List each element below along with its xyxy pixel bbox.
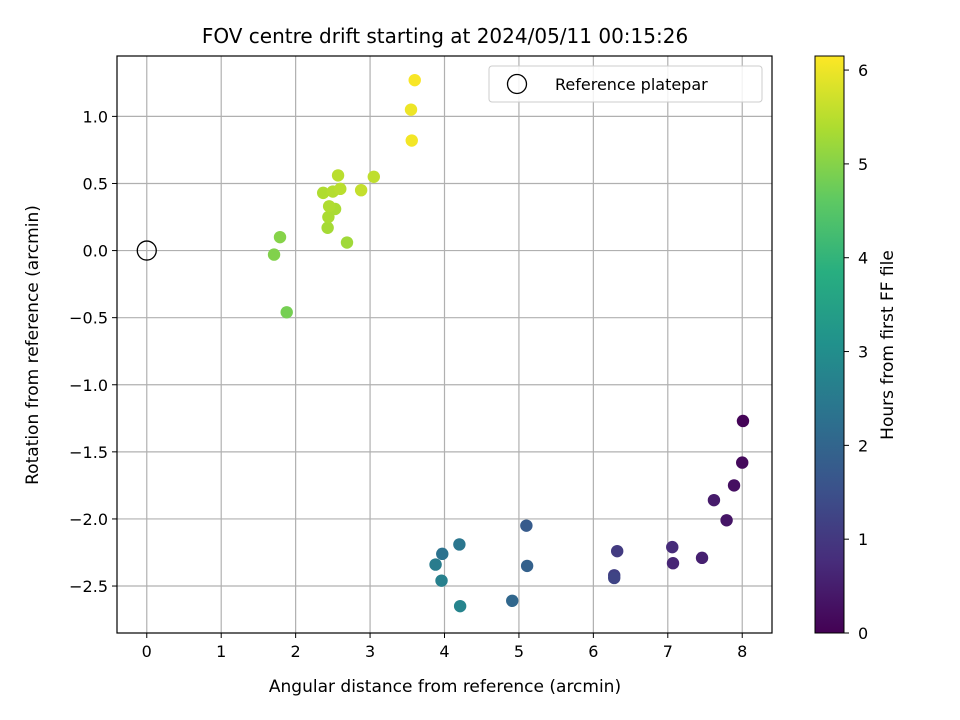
data-point — [736, 456, 749, 469]
data-point — [720, 514, 733, 527]
data-point — [429, 558, 442, 571]
x-tick-label: 0 — [142, 642, 152, 661]
data-point — [405, 134, 418, 147]
x-axis-label: Angular distance from reference (arcmin) — [269, 677, 621, 697]
colorbar-tick-label: 4 — [858, 249, 868, 268]
reference-point — [136, 240, 157, 261]
colorbar-ticks: 0 1 2 3 4 5 6 — [844, 61, 868, 643]
colorbar-tick-label: 6 — [858, 61, 868, 80]
data-point — [707, 493, 721, 507]
reference-marker — [136, 240, 157, 261]
data-point — [520, 559, 534, 573]
data-point — [608, 571, 621, 585]
data-point — [331, 169, 345, 182]
x-tick-label: 3 — [365, 642, 375, 661]
legend: Reference platepar — [488, 65, 763, 103]
data-points — [267, 73, 750, 613]
data-point — [322, 200, 336, 213]
colorbar-label: Hours from first FF file — [878, 250, 898, 440]
y-tick-label: 0.0 — [83, 242, 108, 261]
data-point — [666, 557, 680, 570]
data-point — [506, 594, 519, 607]
colorbar-tick-label: 5 — [858, 155, 868, 174]
data-point — [695, 551, 709, 565]
data-point — [321, 221, 334, 234]
data-point — [666, 540, 679, 554]
y-axis-label: Rotation from reference (arcmin) — [23, 205, 43, 485]
y-tick-label: −1.0 — [69, 376, 108, 395]
x-tick-label: 2 — [291, 642, 301, 661]
data-point — [316, 186, 330, 200]
data-point — [727, 479, 741, 492]
y-tick-label: 1.0 — [83, 107, 108, 126]
data-point — [408, 73, 421, 87]
x-tick-label: 5 — [514, 642, 524, 661]
y-tick-label: 0.5 — [83, 174, 108, 193]
colorbar-gradient — [814, 55, 845, 634]
grid-lines — [117, 56, 772, 633]
colorbar-tick-label: 1 — [858, 530, 868, 549]
x-axis-ticks: 0 1 2 3 4 5 6 7 8 — [142, 633, 747, 661]
data-point — [280, 306, 293, 319]
colorbar-tick-label: 0 — [858, 624, 868, 643]
x-tick-label: 8 — [737, 642, 747, 661]
y-axis-ticks: −2.5 −2.0 −1.5 −1.0 −0.5 0.0 0.5 1.0 — [69, 107, 117, 596]
legend-label-reference: Reference platepar — [555, 75, 708, 94]
data-point — [453, 599, 467, 613]
x-tick-label: 1 — [216, 642, 226, 661]
x-tick-label: 4 — [439, 642, 449, 661]
chart-title: FOV centre drift starting at 2024/05/11 … — [202, 24, 688, 48]
data-point — [436, 547, 449, 561]
data-point — [334, 182, 347, 196]
colorbar-tick-label: 3 — [858, 343, 868, 362]
y-tick-label: −2.5 — [69, 577, 108, 596]
y-tick-label: −1.5 — [69, 443, 108, 462]
plot-frame — [116, 55, 773, 634]
y-tick-label: −0.5 — [69, 309, 108, 328]
data-point — [736, 414, 750, 428]
data-point — [267, 248, 281, 261]
data-point — [610, 544, 624, 558]
data-point — [404, 103, 418, 116]
data-point — [354, 183, 368, 197]
data-point — [453, 538, 466, 551]
data-point — [273, 230, 287, 244]
y-tick-label: −2.0 — [69, 510, 108, 529]
data-point — [340, 236, 354, 249]
x-tick-label: 7 — [663, 642, 673, 661]
x-tick-label: 6 — [588, 642, 598, 661]
colorbar-tick-label: 2 — [858, 436, 868, 455]
data-point — [367, 170, 380, 183]
data-point — [520, 519, 533, 532]
colorbar: 0 1 2 3 4 5 6 Hours from first FF file — [814, 55, 898, 643]
legend-reference-marker — [506, 73, 528, 95]
legend-box — [488, 65, 763, 103]
data-point — [435, 574, 448, 587]
